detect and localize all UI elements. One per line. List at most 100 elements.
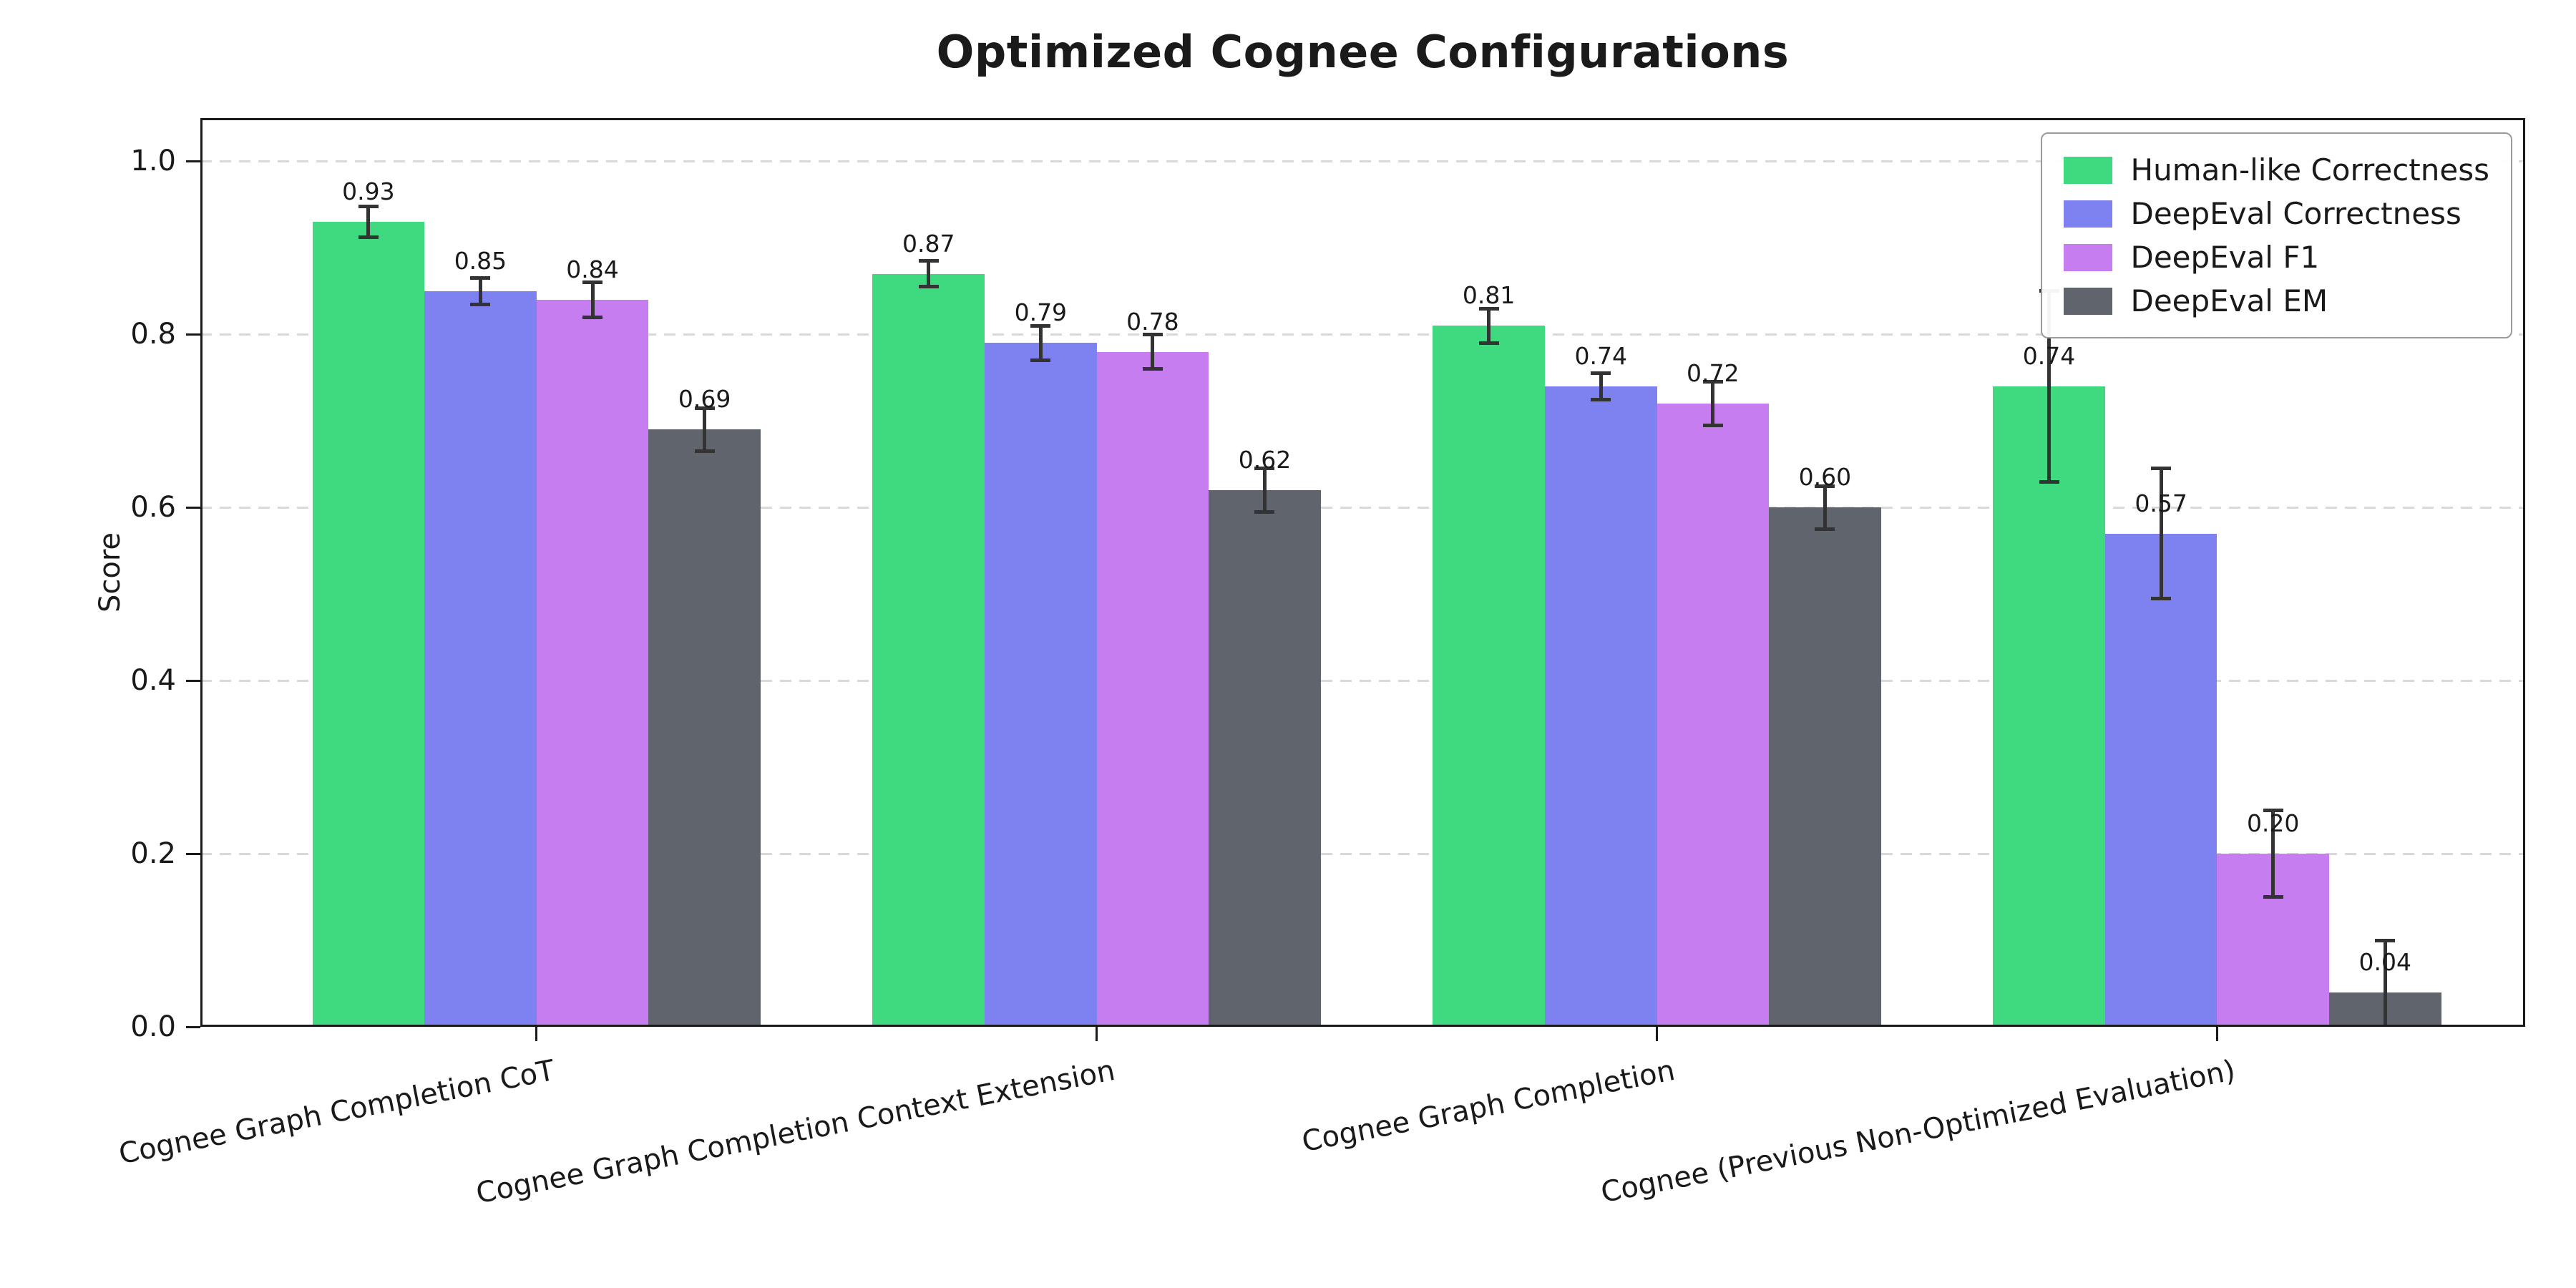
error-bar-cap-top	[1254, 467, 1275, 471]
error-bar-cap-top	[1815, 484, 1835, 488]
bar-deepeval-correctness-g1	[424, 291, 537, 1027]
bar-value-label: 0.93	[342, 177, 395, 206]
x-tick-label: Cognee Graph Completion	[1299, 1054, 1678, 1159]
bar-deepeval-f1-g2	[1096, 351, 1209, 1027]
x-tick-label: Cognee Graph Completion CoT	[115, 1054, 557, 1171]
bar-value-label: 0.20	[2246, 809, 2300, 838]
bar-value-label: 0.78	[1126, 307, 1179, 336]
legend-swatch-icon	[2063, 156, 2112, 184]
bar-value-label: 0.85	[454, 246, 507, 275]
x-tick-mark	[1096, 1027, 1098, 1041]
error-bar	[1262, 468, 1267, 512]
gridline	[200, 160, 2525, 162]
y-tick-mark	[186, 333, 200, 336]
error-bar-cap-top	[470, 276, 491, 280]
error-bar-cap-bottom	[582, 315, 603, 319]
error-bar	[2383, 940, 2387, 1027]
legend-swatch-icon	[2063, 287, 2112, 315]
error-bar	[1151, 334, 1155, 369]
y-tick-mark	[186, 679, 200, 682]
error-bar	[1038, 326, 1043, 361]
x-tick-label: Cognee (Previous Non-Optimized Evaluatio…	[1598, 1054, 2238, 1210]
error-bar-cap-bottom	[1254, 509, 1275, 514]
bar-human-like-correctness-g3	[1433, 326, 1545, 1027]
bar-value-label: 0.84	[566, 255, 619, 283]
gridline	[200, 852, 2525, 855]
gridline	[200, 679, 2525, 682]
legend-label: DeepEval F1	[2130, 240, 2320, 275]
error-bar-cap-bottom	[2039, 479, 2059, 484]
bar-deepeval-correctness-g3	[1544, 386, 1657, 1027]
bar-value-label: 0.04	[2358, 947, 2411, 976]
y-tick-label: 0.8	[130, 318, 176, 351]
chart-title: Optimized Cognee Configurations	[936, 26, 1790, 78]
error-bar-cap-top	[1591, 371, 1611, 376]
bar-value-label: 0.60	[1798, 463, 1852, 492]
error-bar-cap-bottom	[918, 285, 939, 289]
error-bar-cap-top	[694, 406, 715, 410]
error-bar-cap-bottom	[1591, 397, 1611, 401]
bar-deepeval-f1-g3	[1657, 404, 1770, 1027]
bar-deepeval-em-g2	[1209, 490, 1321, 1027]
error-bar-cap-top	[2263, 809, 2283, 813]
bar-deepeval-correctness-g2	[985, 343, 1097, 1027]
y-tick-mark	[186, 506, 200, 509]
bar-value-label: 0.69	[678, 385, 731, 414]
bar-value-label: 0.74	[1574, 341, 1627, 370]
legend: Human-like Correctness DeepEval Correctne…	[2040, 132, 2512, 338]
error-bar-cap-bottom	[470, 302, 491, 306]
y-tick-label: 0.2	[130, 837, 176, 871]
error-bar-cap-top	[1142, 332, 1163, 336]
error-bar	[1487, 308, 1491, 343]
legend-item: DeepEval Correctness	[2063, 196, 2490, 231]
bar-human-like-correctness-g1	[312, 222, 425, 1027]
y-tick-mark	[186, 852, 200, 855]
error-bar	[2271, 810, 2275, 897]
x-tick-mark	[1656, 1027, 1659, 1041]
bar-deepeval-correctness-g4	[2104, 533, 2218, 1027]
y-tick-label: 0.6	[130, 491, 176, 525]
y-tick-mark	[186, 160, 200, 162]
error-bar-cap-top	[2375, 938, 2396, 942]
error-bar-cap-top	[1702, 380, 1723, 384]
error-bar-cap-bottom	[694, 449, 715, 454]
bar-value-label: 0.62	[1238, 446, 1292, 474]
error-bar-cap-bottom	[1030, 358, 1051, 363]
error-bar-cap-bottom	[358, 235, 379, 240]
error-bar	[2047, 291, 2051, 482]
x-tick-mark	[535, 1027, 538, 1041]
error-bar-cap-bottom	[1815, 527, 1835, 532]
error-bar	[366, 206, 371, 238]
error-bar-cap-top	[1030, 323, 1051, 328]
legend-swatch-icon	[2063, 243, 2112, 271]
error-bar	[1823, 486, 1827, 530]
y-tick-label: 1.0	[130, 145, 176, 178]
bar-value-label: 0.72	[1687, 359, 1740, 388]
legend-label: DeepEval EM	[2130, 283, 2328, 318]
bar-human-like-correctness-g4	[1993, 386, 2105, 1027]
error-bar	[590, 282, 595, 318]
bar-value-label: 0.79	[1014, 298, 1068, 327]
bar-value-label: 0.74	[2022, 341, 2076, 370]
error-bar-cap-top	[1478, 306, 1499, 311]
error-bar-cap-top	[918, 259, 939, 263]
bar-human-like-correctness-g2	[872, 273, 985, 1027]
bar-value-label: 0.81	[1462, 281, 1516, 310]
error-bar	[2159, 468, 2163, 599]
y-tick-label: 0.0	[130, 1010, 176, 1043]
error-bar-cap-top	[582, 280, 603, 285]
legend-label: DeepEval Correctness	[2130, 196, 2462, 231]
gridline	[200, 333, 2525, 336]
bar-deepeval-em-g1	[648, 429, 761, 1027]
y-tick-label: 0.4	[130, 664, 176, 698]
bar-value-label: 0.87	[902, 229, 955, 258]
error-bar-cap-bottom	[2263, 895, 2283, 899]
x-tick-mark	[2215, 1027, 2218, 1041]
legend-label: Human-like Correctness	[2130, 152, 2490, 187]
error-bar-cap-top	[358, 204, 379, 208]
error-bar-cap-bottom	[1702, 423, 1723, 427]
bar-value-label: 0.57	[2135, 489, 2187, 517]
bar-deepeval-em-g3	[1769, 507, 1881, 1027]
x-tick-label: Cognee Graph Completion Context Extensio…	[473, 1054, 1118, 1211]
